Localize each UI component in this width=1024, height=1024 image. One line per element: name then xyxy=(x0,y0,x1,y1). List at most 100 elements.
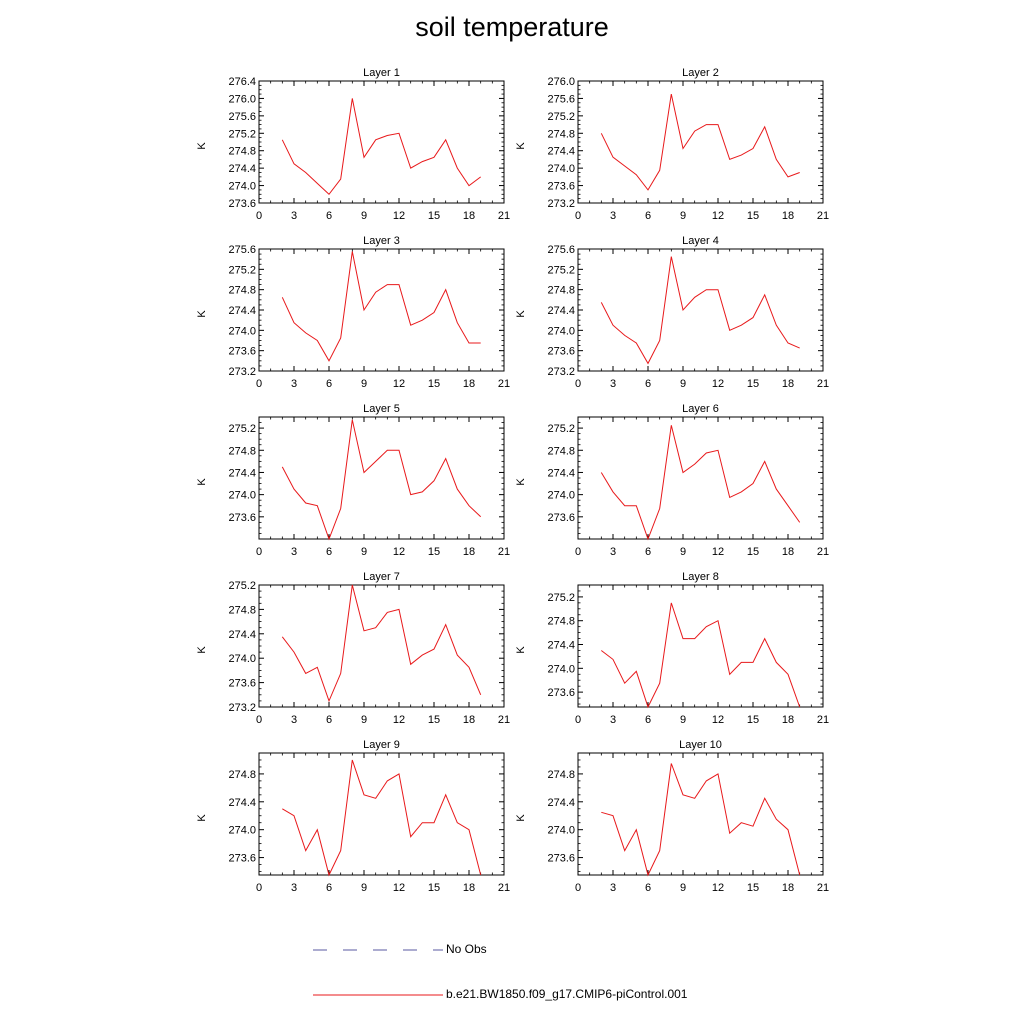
y-tick-label: 275.6 xyxy=(547,93,575,105)
x-tick-label: 6 xyxy=(645,210,651,222)
y-tick-label: 274.0 xyxy=(547,825,575,837)
x-tick-label: 6 xyxy=(645,882,651,894)
y-tick-label: 274.8 xyxy=(228,769,256,781)
panel-title: Layer 7 xyxy=(363,571,400,583)
x-tick-label: 21 xyxy=(498,546,510,558)
x-tick-label: 15 xyxy=(428,882,440,894)
x-tick-label: 0 xyxy=(256,378,262,390)
panel-title: Layer 10 xyxy=(679,739,722,751)
plot-frame xyxy=(577,80,824,204)
x-tick-label: 3 xyxy=(610,714,616,726)
y-axis-label: K xyxy=(515,814,527,822)
panel-title: Layer 6 xyxy=(682,403,719,415)
x-tick-label: 6 xyxy=(326,882,332,894)
y-tick-label: 273.2 xyxy=(547,198,575,210)
y-tick-label: 274.8 xyxy=(228,445,256,457)
y-tick-label: 273.2 xyxy=(547,366,575,378)
x-tick-label: 9 xyxy=(680,714,686,726)
x-tick-label: 21 xyxy=(498,714,510,726)
y-tick-label: 275.2 xyxy=(228,128,256,140)
x-tick-label: 12 xyxy=(712,546,724,558)
y-tick-label: 274.4 xyxy=(228,305,256,317)
plot-frame xyxy=(258,752,505,876)
y-tick-label: 274.4 xyxy=(547,640,575,652)
y-tick-label: 274.8 xyxy=(547,616,575,628)
y-tick-label: 274.0 xyxy=(547,163,575,175)
series-line xyxy=(600,256,800,365)
y-tick-label: 275.2 xyxy=(228,264,256,276)
y-tick-label: 274.4 xyxy=(547,305,575,317)
chart-panel: Layer 1 K 0 3 6 9 12 15 18 21 273.6 274.0 274.4 274.8… xyxy=(196,67,510,222)
x-tick-label: 15 xyxy=(428,714,440,726)
x-tick-label: 0 xyxy=(575,210,581,222)
series-line xyxy=(281,251,481,362)
y-tick-label: 274.8 xyxy=(228,285,256,297)
y-tick-label: 273.6 xyxy=(547,512,575,524)
x-tick-label: 3 xyxy=(291,882,297,894)
x-tick-label: 6 xyxy=(326,546,332,558)
panel-title: Layer 8 xyxy=(682,571,719,583)
x-tick-label: 15 xyxy=(747,546,759,558)
y-axis-label: K xyxy=(196,142,208,150)
x-tick-label: 12 xyxy=(712,210,724,222)
y-axis-label: K xyxy=(515,478,527,486)
chart-panel: Layer 7 K 0 3 6 9 12 15 18 21 273.2 273.6 274.0 274.4… xyxy=(196,571,510,726)
chart-panel: Layer 2 K 0 3 6 9 12 15 18 21 273.2 273.6 274.0 274.4… xyxy=(515,67,829,222)
x-tick-label: 21 xyxy=(498,378,510,390)
x-tick-label: 0 xyxy=(256,546,262,558)
x-tick-label: 6 xyxy=(645,714,651,726)
y-tick-label: 273.2 xyxy=(228,366,256,378)
y-axis-label: K xyxy=(196,310,208,318)
x-tick-label: 0 xyxy=(256,714,262,726)
x-tick-label: 9 xyxy=(361,210,367,222)
x-tick-label: 3 xyxy=(291,714,297,726)
y-tick-label: 274.8 xyxy=(547,285,575,297)
x-tick-label: 12 xyxy=(712,714,724,726)
x-tick-label: 6 xyxy=(326,714,332,726)
x-tick-label: 3 xyxy=(291,546,297,558)
panel-title: Layer 3 xyxy=(363,235,400,247)
plot-frame xyxy=(577,584,824,708)
x-tick-label: 18 xyxy=(463,210,475,222)
y-axis-label: K xyxy=(196,646,208,654)
x-tick-label: 6 xyxy=(645,546,651,558)
x-tick-label: 18 xyxy=(463,378,475,390)
x-tick-label: 21 xyxy=(817,378,829,390)
y-tick-label: 274.4 xyxy=(228,629,256,641)
x-tick-label: 12 xyxy=(393,714,405,726)
y-tick-label: 275.6 xyxy=(228,111,256,123)
x-tick-label: 0 xyxy=(256,882,262,894)
y-tick-label: 274.4 xyxy=(547,467,575,479)
x-tick-label: 18 xyxy=(782,210,794,222)
y-tick-label: 274.0 xyxy=(228,490,256,502)
y-axis-label: K xyxy=(515,142,527,150)
panel-title: Layer 9 xyxy=(363,739,400,751)
x-tick-label: 15 xyxy=(428,546,440,558)
chart-panel: Layer 6 K 0 3 6 9 12 15 18 21 273.6 274.0 274.4 274.8… xyxy=(515,403,829,558)
chart-panel: Layer 9 K 0 3 6 9 12 15 18 21 273.6 274.0 274.4 274.8 xyxy=(196,739,510,894)
y-tick-label: 274.8 xyxy=(547,769,575,781)
x-tick-label: 3 xyxy=(610,210,616,222)
x-tick-label: 9 xyxy=(680,210,686,222)
y-tick-label: 274.8 xyxy=(228,604,256,616)
y-tick-label: 275.2 xyxy=(547,264,575,276)
chart-panel: Layer 4 K 0 3 6 9 12 15 18 21 273.2 273.6 274.0 274.4… xyxy=(515,235,829,390)
series-line xyxy=(281,584,482,703)
x-tick-label: 18 xyxy=(782,882,794,894)
x-tick-label: 9 xyxy=(361,378,367,390)
y-tick-label: 274.8 xyxy=(228,146,256,158)
plot-frame xyxy=(258,80,505,204)
y-tick-label: 273.2 xyxy=(228,702,256,714)
x-tick-label: 18 xyxy=(782,378,794,390)
x-tick-label: 18 xyxy=(463,714,475,726)
x-tick-label: 12 xyxy=(712,882,724,894)
x-tick-label: 21 xyxy=(498,210,510,222)
x-tick-label: 0 xyxy=(575,882,581,894)
chart-panel: Layer 8 K 0 3 6 9 12 15 18 21 273.6 274.0 274.4 274.8… xyxy=(515,571,829,726)
plot-frame xyxy=(577,248,824,372)
y-axis-label: K xyxy=(196,814,208,822)
x-tick-label: 0 xyxy=(256,210,262,222)
series-line xyxy=(281,98,481,196)
y-tick-label: 273.6 xyxy=(228,512,256,524)
